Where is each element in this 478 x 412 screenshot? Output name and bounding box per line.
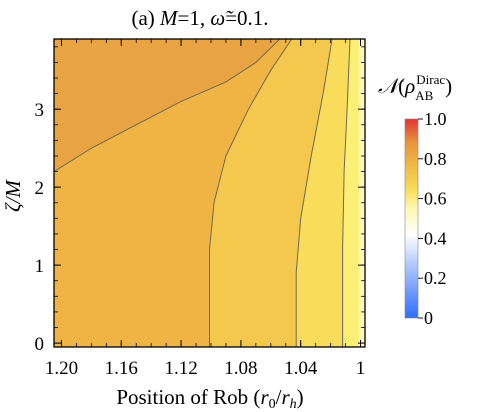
colorbar-label: 𝒩(ρABDirac) xyxy=(378,72,452,103)
x-tick-label: 1.20 xyxy=(45,358,78,379)
colorbar-tick-label: 0.8 xyxy=(424,149,447,169)
colorbar-tick-label: 1.0 xyxy=(424,109,447,129)
colorbar-ticks: 1.0 0.8 0.6 0.4 0.2 0 xyxy=(418,109,447,328)
contour-region-5 xyxy=(359,39,365,347)
contour-line-mid1 xyxy=(209,39,293,347)
axis-ticks: 1.20 1.16 1.12 1.08 1.04 1 0 1 2 3 xyxy=(35,39,366,379)
colorbar-tick-label: 0 xyxy=(424,308,433,328)
contour-line-upper xyxy=(54,39,281,173)
y-tick-label: 3 xyxy=(35,100,45,121)
y-tick-label: 2 xyxy=(35,178,45,199)
chart-title-prefix: (a) xyxy=(131,6,160,30)
contour-line-mid3 xyxy=(342,39,351,347)
chart-title: (a) M=1, ω̃=0.1. xyxy=(131,6,268,30)
colorbar-tick-label: 0.6 xyxy=(424,189,447,209)
colorbar-tick-label: 0.2 xyxy=(424,268,447,288)
y-axis-label: ζ/M xyxy=(1,179,25,212)
colorbar xyxy=(404,118,419,319)
colorbar-tick-label: 0.4 xyxy=(424,228,447,248)
x-tick-label: 1.08 xyxy=(224,358,257,379)
contour-lines xyxy=(54,39,351,347)
plot-frame xyxy=(53,38,366,348)
y-tick-label: 0 xyxy=(35,334,45,355)
contour-line-mid2 xyxy=(295,39,333,347)
x-tick-label: 1.12 xyxy=(164,358,197,379)
x-axis-label: Position of Rob (r0/rh) xyxy=(116,385,303,412)
contour-region-1 xyxy=(54,39,365,172)
x-tick-label: 1.04 xyxy=(284,358,318,379)
x-tick-label: 1.16 xyxy=(105,358,138,379)
contour-regions xyxy=(54,39,365,347)
y-tick-label: 1 xyxy=(35,256,45,277)
x-tick-label: 1 xyxy=(356,358,366,379)
